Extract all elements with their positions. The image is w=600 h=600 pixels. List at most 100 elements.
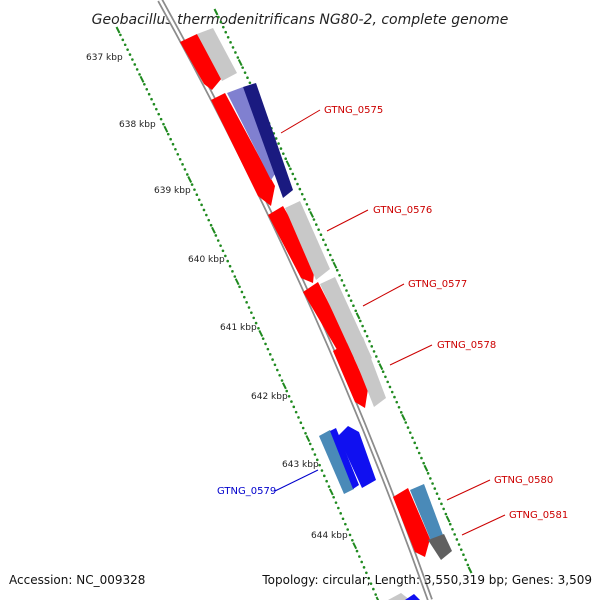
outer-track-minor-tick xyxy=(404,421,408,424)
outer-track-minor-tick xyxy=(415,446,419,450)
outer-track-minor-tick xyxy=(335,268,339,272)
gene-arrow-red-GTNG_0578[interactable] xyxy=(333,343,368,408)
inner-track-minor-tick xyxy=(292,405,296,409)
inner-track-minor-tick xyxy=(346,528,349,531)
outer-track-minor-tick xyxy=(246,76,249,80)
inner-track-minor-tick xyxy=(197,198,201,202)
kbp-label-642: 642 kbp xyxy=(251,392,288,402)
callout-line-GTNG_0577 xyxy=(362,283,405,307)
gene-block-gray-bottom[interactable] xyxy=(388,593,410,600)
outer-track-minor-tick xyxy=(408,431,412,434)
outer-track-major-tick xyxy=(213,8,219,16)
outer-track-minor-tick xyxy=(274,137,278,140)
accession-text: Accession: NC_009328 xyxy=(9,573,146,587)
outer-track-minor-tick xyxy=(293,177,297,181)
inner-track-minor-tick xyxy=(369,582,373,585)
outer-track-minor-tick xyxy=(361,324,364,328)
outer-track-minor-tick xyxy=(349,299,353,302)
outer-track-minor-tick xyxy=(236,56,240,59)
outer-track-minor-tick xyxy=(457,543,461,546)
map-title: Geobacillus thermodenitrificans NG80-2, … xyxy=(92,12,509,28)
gene-label-GTNG_0581[interactable]: GTNG_0581 xyxy=(509,510,568,521)
gene-block-navy-1[interactable] xyxy=(243,83,293,198)
inner-track-minor-tick xyxy=(242,295,246,299)
inner-track-minor-tick xyxy=(202,208,206,212)
gene-arrow-blue-GTNG_0579[interactable] xyxy=(338,426,376,488)
gene-label-GTNG_0580[interactable]: GTNG_0580 xyxy=(494,475,553,486)
gene-block-steelblue-GTNG_0580[interactable] xyxy=(410,484,443,541)
outer-track-minor-tick xyxy=(279,147,283,150)
inner-track-minor-tick xyxy=(150,97,153,101)
outer-track-minor-tick xyxy=(368,339,371,343)
gene-block-blue-small[interactable] xyxy=(330,428,359,489)
outer-track-minor-tick xyxy=(340,279,344,282)
inner-track-minor-tick xyxy=(205,213,208,217)
gene-block-purple-1[interactable] xyxy=(227,87,281,180)
inner-track-minor-tick xyxy=(219,244,222,247)
outer-track-minor-tick xyxy=(305,203,309,206)
inner-track-minor-tick xyxy=(162,122,165,126)
backbone-line xyxy=(157,0,433,600)
gene-arrow-red-GTNG_0580[interactable] xyxy=(393,488,430,557)
inner-track-minor-tick xyxy=(145,87,149,91)
gene-label-GTNG_0575[interactable]: GTNG_0575 xyxy=(324,105,383,116)
inner-track-minor-tick xyxy=(224,254,227,258)
inner-track-minor-tick xyxy=(209,223,213,227)
gene-arrow-red-GTNG_0576[interactable] xyxy=(268,206,315,283)
gene-block-blue-bottom[interactable] xyxy=(405,594,420,600)
outer-track-minor-tick xyxy=(219,20,223,24)
gene-label-GTNG_0577[interactable]: GTNG_0577 xyxy=(408,279,467,290)
inner-track-minor-tick xyxy=(195,193,199,196)
outer-track-minor-tick xyxy=(464,558,467,562)
inner-track-minor-tick xyxy=(261,337,265,340)
kbp-label-638: 638 kbp xyxy=(119,120,156,130)
gene-block-steelblue-GTNG_0579[interactable] xyxy=(319,430,354,494)
outer-track-major-tick xyxy=(467,566,473,574)
inner-track-minor-tick xyxy=(123,43,127,47)
inner-track-minor-tick xyxy=(181,163,184,166)
inner-track-minor-tick xyxy=(276,368,279,372)
outer-track-major-tick xyxy=(423,464,429,472)
inner-track-major-tick xyxy=(352,542,358,550)
inner-track-minor-tick xyxy=(358,555,361,558)
genome-summary-text: Topology: circular; Length: 3,550,319 bp… xyxy=(262,573,592,587)
inner-track-minor-tick xyxy=(214,234,218,237)
inner-track-major-tick xyxy=(139,75,145,83)
inner-track-minor-tick xyxy=(238,285,241,289)
gene-arrow-red-GTNG_0577[interactable] xyxy=(303,282,356,365)
gene-block-darkgray-GTNG_0581[interactable] xyxy=(428,534,452,560)
outer-track-minor-tick xyxy=(289,167,292,171)
gene-block-gray-GTNG_0578[interactable] xyxy=(349,337,386,407)
outer-track-minor-tick xyxy=(375,355,378,358)
gene-label-GTNG_0576[interactable]: GTNG_0576 xyxy=(373,205,432,216)
gene-label-GTNG_0578[interactable]: GTNG_0578 xyxy=(437,340,496,351)
outer-track-minor-tick xyxy=(234,51,237,54)
gene-arrow-red-1[interactable] xyxy=(180,34,222,90)
inner-track-minor-tick xyxy=(348,533,352,537)
inner-track-minor-tick xyxy=(174,147,177,151)
inner-track-minor-tick xyxy=(155,107,158,111)
inner-track-minor-tick xyxy=(341,517,345,521)
inner-track-minor-tick xyxy=(254,321,258,325)
inner-track-minor-tick xyxy=(320,469,324,472)
inner-track-major-tick xyxy=(258,330,264,337)
gene-block-gray-GTNG_0576[interactable] xyxy=(285,201,330,280)
outer-track-minor-tick xyxy=(296,182,299,186)
outer-track-minor-tick xyxy=(451,527,454,531)
gene-block-gray-1[interactable] xyxy=(197,28,237,81)
inner-track-minor-tick xyxy=(339,512,342,515)
kbp-label-637: 637 kbp xyxy=(86,53,123,63)
inner-track-minor-tick xyxy=(128,53,132,56)
callout-line-GTNG_0579 xyxy=(274,469,319,492)
inner-track-minor-tick xyxy=(297,416,300,419)
outer-track-minor-tick xyxy=(431,482,434,485)
outer-track-minor-tick xyxy=(442,507,445,511)
gene-features xyxy=(180,28,452,600)
outer-track-minor-tick xyxy=(221,25,225,29)
outer-track-minor-tick xyxy=(455,538,459,541)
outer-track-major-tick xyxy=(401,413,406,421)
inner-track-minor-tick xyxy=(147,92,151,96)
gene-arrow-red-GTNG_0575[interactable] xyxy=(211,93,275,206)
gene-label-GTNG_0579[interactable]: GTNG_0579 xyxy=(217,486,276,497)
outer-track-minor-tick xyxy=(354,309,358,313)
